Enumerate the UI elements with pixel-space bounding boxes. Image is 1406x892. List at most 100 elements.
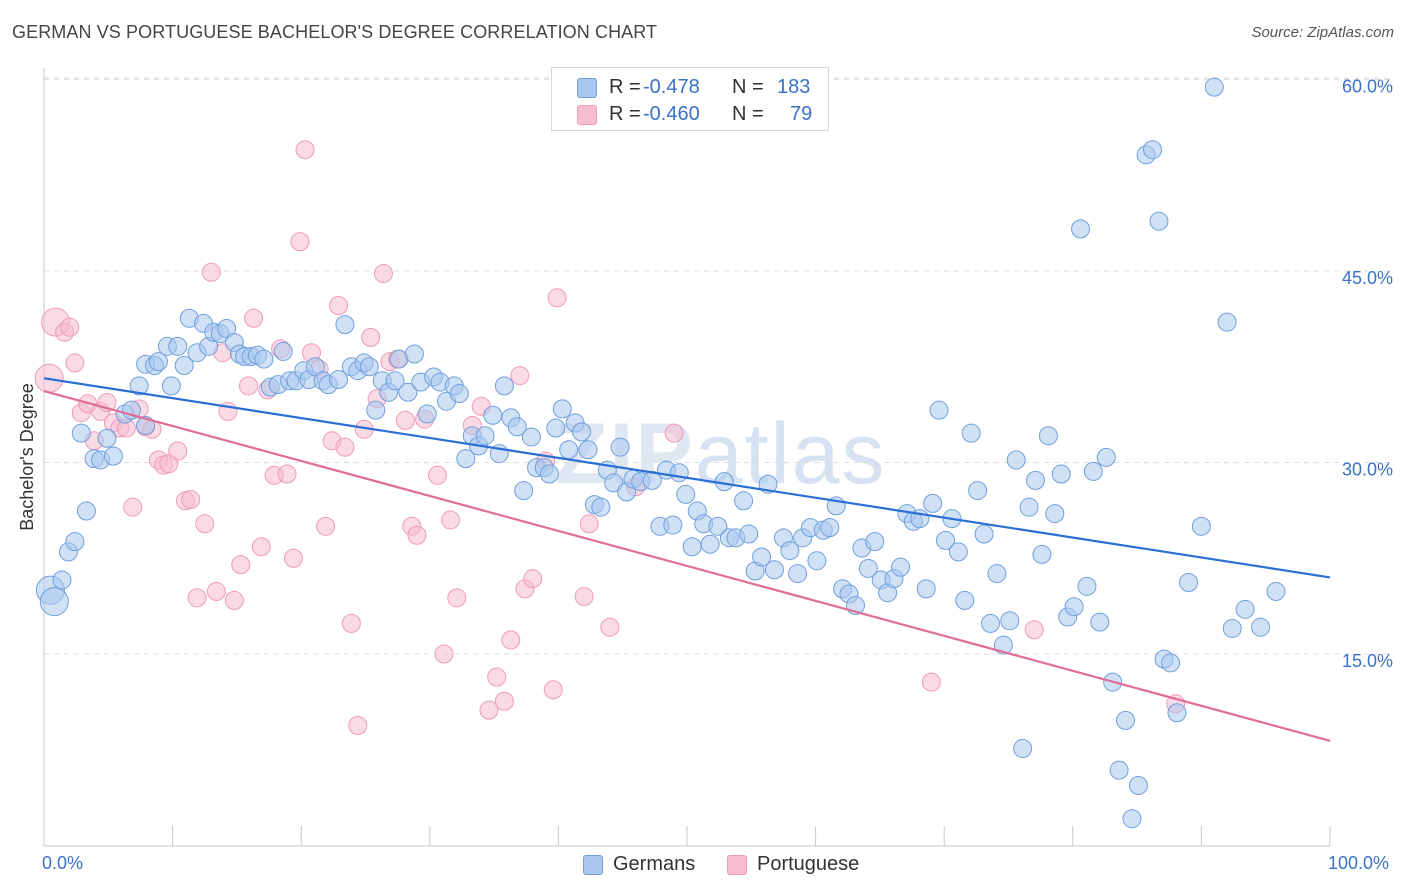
data-point [980, 613, 1000, 633]
data-point [277, 464, 297, 484]
chart-title: GERMAN VS PORTUGUESE BACHELOR'S DEGREE C… [12, 22, 658, 42]
data-point [552, 399, 572, 419]
data-point [283, 548, 303, 568]
data-point [168, 441, 188, 461]
data-point [1064, 597, 1084, 617]
data-point [1096, 447, 1116, 467]
data-point [1116, 710, 1136, 730]
data-point [295, 140, 315, 160]
data-point [447, 588, 467, 608]
data-point [328, 370, 348, 390]
data-point [734, 491, 754, 511]
trend-lines [43, 377, 1331, 742]
data-point [807, 551, 827, 571]
data-point [1222, 618, 1242, 638]
data-point [374, 264, 394, 284]
data-point [664, 423, 684, 443]
data-point [328, 295, 348, 315]
data-point [39, 587, 69, 617]
data-point [407, 525, 427, 545]
data-point [1235, 599, 1255, 619]
legend-r-value: -0.478 [643, 76, 700, 98]
data-point [510, 366, 530, 386]
data-point [968, 481, 988, 501]
data-point [168, 336, 188, 356]
data-point [948, 542, 968, 562]
data-point [1038, 426, 1058, 446]
data-point [1143, 140, 1163, 160]
data-point [1109, 760, 1129, 780]
data-point [935, 530, 955, 550]
y-tick-labels: 15.0% 30.0% 45.0% 60.0% [1342, 77, 1393, 672]
data-point [449, 384, 469, 404]
data-point [174, 355, 194, 375]
data-point [1083, 461, 1103, 481]
data-point [1090, 612, 1110, 632]
legend-r-label: R = [609, 103, 641, 125]
data-point [1071, 219, 1091, 239]
data-point [231, 555, 251, 575]
data-point [475, 426, 495, 446]
data-point [987, 564, 1007, 584]
data-point [523, 569, 543, 589]
data-point [97, 428, 117, 448]
data-point [572, 422, 592, 442]
data-point [273, 341, 293, 361]
data-point [865, 532, 885, 552]
data-point [559, 440, 579, 460]
legend-n-value: 79 [790, 103, 813, 125]
legend-row-portuguese: R = -0.460 N = 79 [552, 101, 828, 127]
data-point [71, 423, 91, 443]
data-point [1019, 497, 1039, 517]
y-tick-label: 30.0% [1342, 460, 1393, 480]
data-point [361, 327, 381, 347]
y-tick-label: 45.0% [1342, 268, 1393, 288]
legend-label-portuguese: Portuguese [757, 853, 860, 875]
data-point [1013, 738, 1033, 758]
legend-r-label: R = [609, 76, 641, 98]
data-point [52, 570, 72, 590]
legend-swatch-germans [583, 855, 603, 875]
legend-series: Germans Portuguese [0, 850, 1406, 880]
data-point [483, 405, 503, 425]
data-point [161, 376, 181, 396]
data-point [663, 515, 683, 535]
data-point [579, 514, 599, 534]
series-germans [35, 77, 1286, 829]
data-point [578, 440, 598, 460]
data-point [335, 437, 355, 457]
y-tick-label: 15.0% [1342, 651, 1393, 671]
data-point [494, 691, 514, 711]
data-point [961, 423, 981, 443]
data-point [428, 465, 448, 485]
data-point [858, 558, 878, 578]
data-point [148, 352, 168, 372]
data-point [669, 463, 689, 483]
trend-line-germans [43, 377, 1331, 579]
legend-swatch-portuguese [727, 855, 747, 875]
legend-n-label: N = [732, 103, 764, 125]
data-point [254, 349, 274, 369]
data-point [1217, 312, 1237, 332]
legend-n-value: 183 [777, 76, 811, 98]
data-point [1191, 516, 1211, 536]
data-point [890, 557, 910, 577]
data-point [1045, 504, 1065, 524]
data-point [181, 490, 201, 510]
data-point [65, 353, 85, 373]
data-point [456, 449, 476, 469]
data-point [923, 493, 943, 513]
data-point [600, 617, 620, 637]
data-point [398, 382, 418, 402]
data-point [348, 715, 368, 735]
data-point [514, 481, 534, 501]
data-point [129, 376, 149, 396]
data-point [395, 410, 415, 430]
data-point [103, 446, 123, 466]
data-point [244, 308, 264, 328]
legend-row-germans: R = -0.478 N = 183 [552, 74, 828, 100]
legend-n-label: N = [732, 76, 764, 98]
data-point [543, 680, 563, 700]
data-point [1161, 653, 1181, 673]
data-point [417, 404, 437, 424]
